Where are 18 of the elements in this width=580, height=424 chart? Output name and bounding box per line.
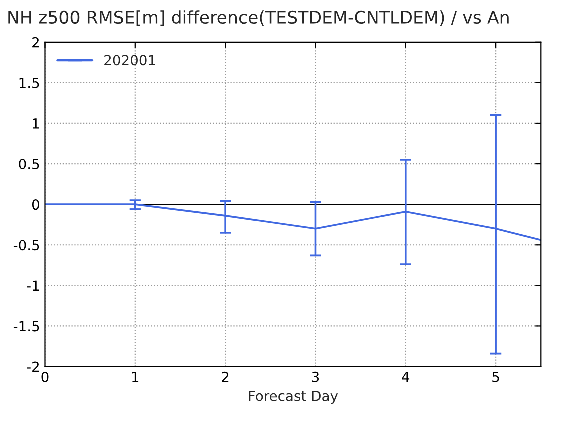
- legend-label: 202001: [104, 55, 156, 66]
- y-tick-label: -1.5: [14, 321, 40, 332]
- x-tick-label: 0: [42, 372, 49, 382]
- y-tick-label: -2: [27, 362, 39, 372]
- y-tick-label: 0.5: [19, 159, 40, 170]
- x-tick-label: 1: [132, 372, 139, 382]
- y-tick-label: 0: [32, 200, 40, 210]
- chart-title: NH z500 RMSE[m] difference(TESTDEM-CNTLDEM) / vs An: [8, 10, 509, 26]
- x-tick-label: 5: [492, 372, 500, 382]
- x-tick-label: 2: [222, 372, 229, 382]
- x-axis-title: Forecast Day: [249, 391, 338, 404]
- y-tick-label: -1: [27, 280, 40, 291]
- y-tick-label: 1: [33, 118, 40, 129]
- x-tick-label: 3: [312, 372, 320, 382]
- y-tick-label: 2: [32, 37, 39, 48]
- y-tick-label: 1.5: [20, 78, 40, 88]
- y-tick-label: -0.5: [14, 240, 40, 251]
- x-tick-label: 4: [402, 372, 410, 382]
